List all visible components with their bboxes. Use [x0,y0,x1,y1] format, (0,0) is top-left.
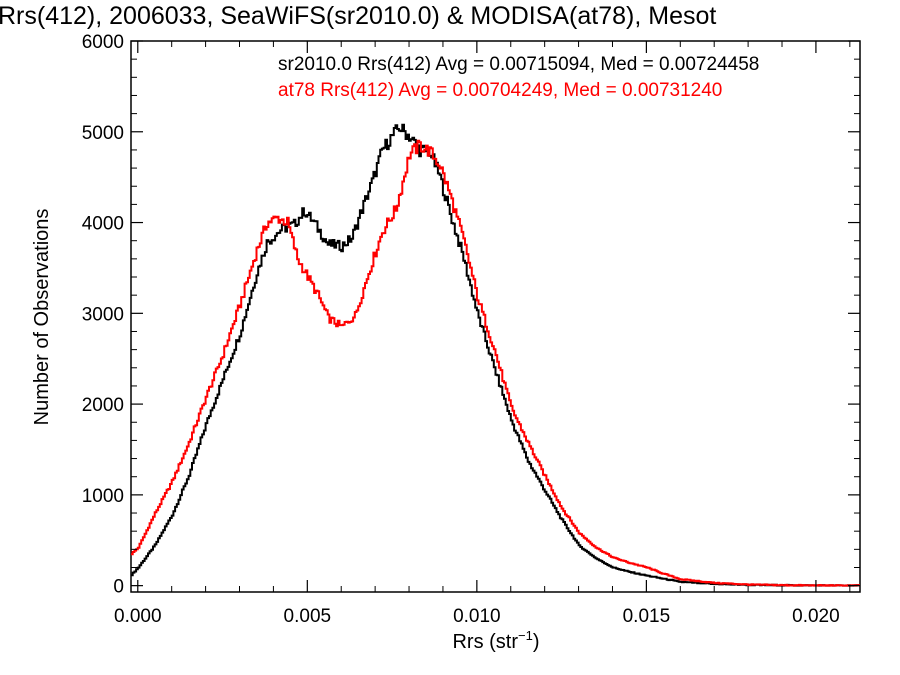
y-tick-label: 4000 [82,214,124,235]
annotation-black-series: sr2010.0 Rrs(412) Avg = 0.00715094, Med … [278,54,759,75]
y-tick-label: 2000 [82,395,124,416]
x-tick-label: 0.010 [453,606,501,627]
x-axis-label-close: ) [533,631,540,653]
plot-frame [130,40,861,593]
axis-ticks: 0.000 0.005 0.010 0.015 0.020 0 1000 2000 3000 40… [82,32,860,627]
y-tick-label: 5000 [82,123,124,144]
y-axis-label: Number of Observations [31,209,53,426]
y-tick-label: 3000 [82,304,124,325]
annotation-red-series: at78 Rrs(412) Avg = 0.00704249, Med = 0.… [278,80,722,101]
chart-title: Rrs(412), 2006033, SeaWiFS(sr2010.0) & M… [0,2,716,30]
x-tick-label: 0.000 [114,606,162,627]
series-line-at78 [131,139,860,587]
annotations: sr2010.0 Rrs(412) Avg = 0.00715094, Med … [278,54,759,101]
x-axis-label-superscript: −1 [518,628,533,643]
x-tick-label: 0.015 [623,606,671,627]
plot-border [130,40,861,593]
x-tick-label: 0.020 [792,606,840,627]
y-tick-label: 1000 [82,486,124,507]
series-lines [131,123,860,587]
y-tick-label: 0 [113,577,124,598]
x-axis-label-text: Rrs (str [452,631,518,653]
x-axis-label: Rrs (str−1) [452,628,539,653]
x-tick-label: 0.005 [284,606,332,627]
y-tick-label: 6000 [82,32,124,53]
